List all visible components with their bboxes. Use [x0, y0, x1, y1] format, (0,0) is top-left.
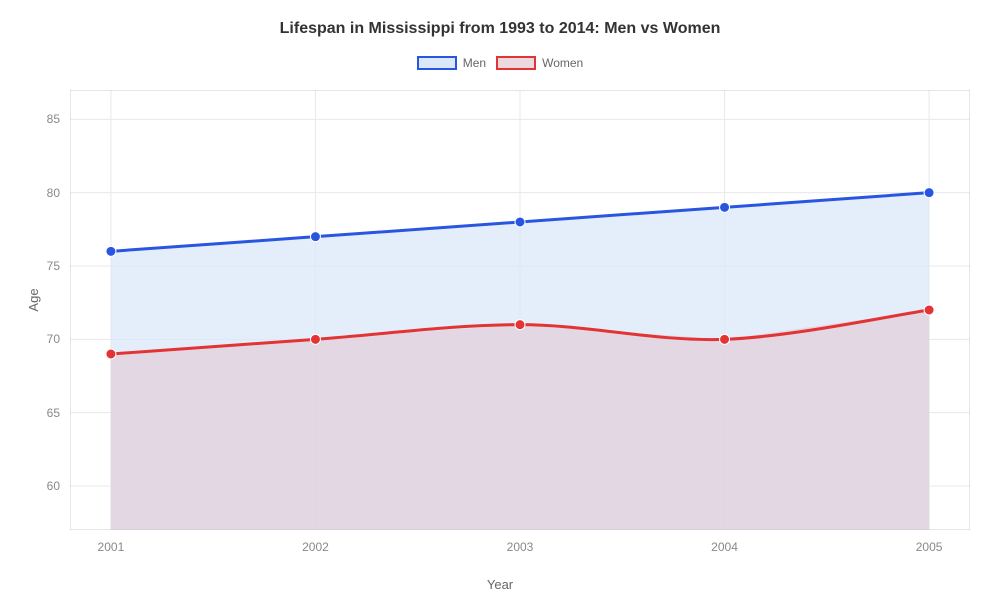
y-tick-label: 70 [47, 332, 60, 346]
chart-container: Lifespan in Mississippi from 1993 to 201… [0, 0, 1000, 600]
y-tick-label: 85 [47, 112, 60, 126]
plot-area: 60657075808520012002200320042005 [70, 90, 970, 530]
legend: Men Women [0, 56, 1000, 70]
chart-svg [70, 90, 970, 530]
x-tick-label: 2001 [98, 540, 125, 554]
legend-item-women: Women [496, 56, 583, 70]
y-tick-label: 65 [47, 406, 60, 420]
chart-title: Lifespan in Mississippi from 1993 to 201… [0, 20, 1000, 38]
x-tick-label: 2004 [711, 540, 738, 554]
legend-swatch-men [417, 56, 457, 70]
legend-swatch-women [496, 56, 536, 70]
y-tick-label: 75 [47, 259, 60, 273]
y-tick-label: 60 [47, 479, 60, 493]
x-tick-label: 2002 [302, 540, 329, 554]
y-tick-label: 80 [47, 186, 60, 200]
x-tick-label: 2005 [916, 540, 943, 554]
y-axis-label: Age [26, 288, 41, 311]
x-tick-label: 2003 [507, 540, 534, 554]
x-axis-label: Year [0, 577, 1000, 592]
legend-item-men: Men [417, 56, 486, 70]
legend-label-women: Women [542, 56, 583, 70]
legend-label-men: Men [463, 56, 486, 70]
